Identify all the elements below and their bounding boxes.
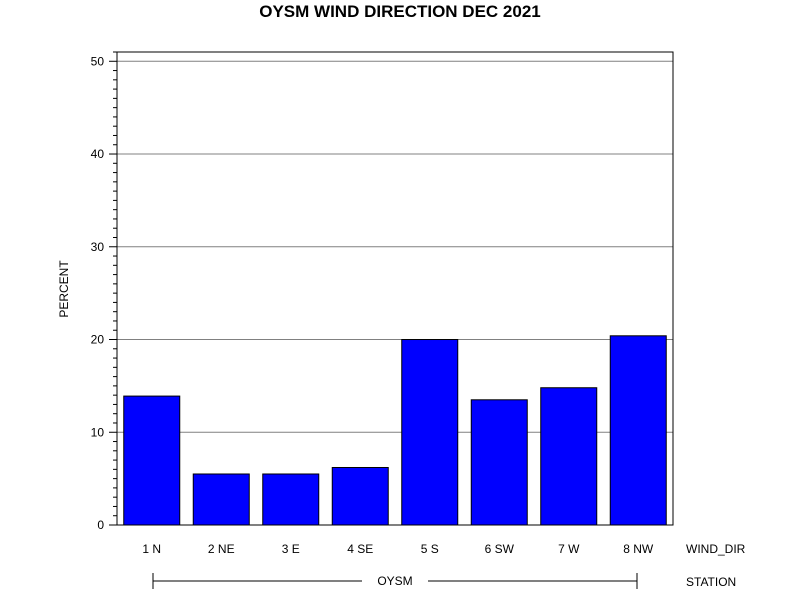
- x-tick-label: 5 S: [421, 542, 439, 556]
- bar: [123, 395, 181, 526]
- bar: [470, 399, 528, 526]
- y-tick-label: 40: [91, 147, 105, 161]
- y-tick-label: 50: [91, 54, 105, 68]
- bar: [401, 339, 459, 526]
- x-tick-label: 4 SE: [347, 542, 373, 556]
- station-group: OYSM: [152, 573, 638, 589]
- group-label: OYSM: [377, 574, 412, 588]
- bar: [262, 473, 320, 526]
- x-tick-label: 6 SW: [485, 542, 515, 556]
- y-tick-label: 20: [91, 333, 105, 347]
- plot-frame: [116, 51, 674, 526]
- x-tick-label: 2 NE: [208, 542, 235, 556]
- x-axis-label: WIND_DIR: [686, 542, 746, 556]
- group-axis-label: STATION: [686, 575, 736, 589]
- y-tick-label: 0: [97, 518, 104, 532]
- bars: [123, 335, 667, 526]
- y-axis: 0 10 20 30 40 50: [91, 51, 117, 532]
- y-tick-label: 30: [91, 240, 105, 254]
- y-axis-label: PERCENT: [57, 260, 71, 318]
- x-tick-label: 7 W: [558, 542, 580, 556]
- grid-lines: [117, 60, 673, 433]
- chart-title: OYSM WIND DIRECTION DEC 2021: [259, 2, 541, 21]
- x-tick-label: 8 NW: [623, 542, 654, 556]
- bar: [540, 387, 598, 526]
- bar: [331, 466, 389, 526]
- bar: [609, 335, 667, 526]
- bar: [192, 473, 250, 526]
- x-tick-label: 3 E: [282, 542, 300, 556]
- x-axis: 1 N 2 NE 3 E 4 SE 5 S 6 SW 7 W 8 NW: [142, 542, 654, 556]
- y-tick-label: 10: [91, 425, 105, 439]
- x-tick-label: 1 N: [142, 542, 161, 556]
